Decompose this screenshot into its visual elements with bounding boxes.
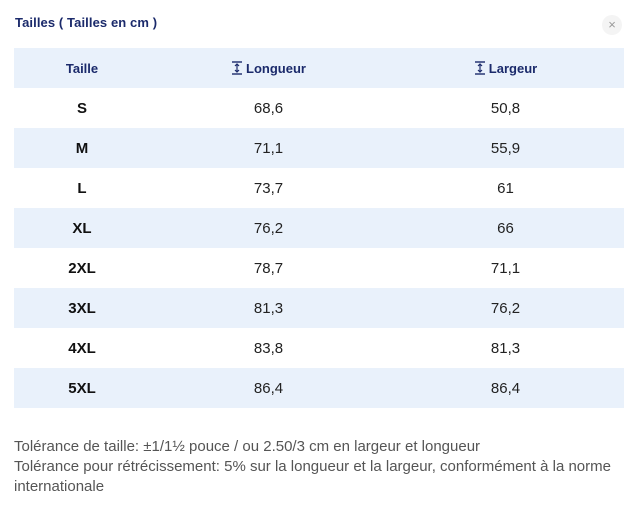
height-measure-icon [474,60,485,75]
width-cell: 86,4 [490,379,521,397]
length-cell: 76,2 [253,219,284,237]
tolerance-notes: Tolérance de taille: ±1/1½ pouce / ou 2.… [14,437,624,497]
height-measure-icon [232,60,243,75]
width-cell: 76,2 [490,299,521,317]
table-row: 3XL 81,3 76,2 [14,288,624,328]
size-cell: 5XL [68,379,96,397]
width-cell: 66 [497,219,514,237]
size-tolerance-note: Tolérance de taille: ±1/1½ pouce / ou 2.… [14,438,481,455]
header-width-label: Largeur [488,60,538,76]
table-row: M 71,1 55,9 [14,128,624,168]
size-cell: L [77,179,87,197]
table-row: 5XL 86,4 86,4 [14,368,624,408]
dialog-title: Tailles ( Tailles en cm ) [15,15,158,30]
length-cell: 68,6 [253,99,284,117]
size-cell: 4XL [68,339,96,357]
size-cell: XL [72,219,92,237]
size-table: Taille Longueur [14,48,624,408]
shrink-tolerance-note: Tolérance pour rétrécissement: 5% sur la… [14,458,611,495]
header-length: Longueur [150,48,387,88]
header-width: Largeur [387,48,624,88]
size-cell: M [75,139,89,157]
size-cell: S [76,99,87,117]
length-cell: 73,7 [253,179,284,197]
width-cell: 55,9 [490,139,521,157]
table-row: XL 76,2 66 [14,208,624,248]
header-size-label: Taille [65,60,99,76]
size-cell: 2XL [68,259,96,277]
length-cell: 71,1 [253,139,284,157]
length-cell: 78,7 [253,259,284,277]
length-cell: 83,8 [253,339,284,357]
table-row: S 68,6 50,8 [14,88,624,128]
table-row: 2XL 78,7 71,1 [14,248,624,288]
width-cell: 71,1 [490,259,521,277]
width-cell: 81,3 [490,339,521,357]
header-size: Taille [14,48,150,88]
width-cell: 61 [497,179,514,197]
length-cell: 81,3 [253,299,284,317]
table-row: L 73,7 61 [14,168,624,208]
width-cell: 50,8 [490,99,521,117]
header-length-label: Longueur [246,60,306,76]
table-row: 4XL 83,8 81,3 [14,328,624,368]
close-icon: × [608,17,616,32]
close-button[interactable]: × [602,15,622,35]
table-header-row: Taille Longueur [14,48,624,88]
length-cell: 86,4 [253,379,284,397]
size-cell: 3XL [68,299,96,317]
